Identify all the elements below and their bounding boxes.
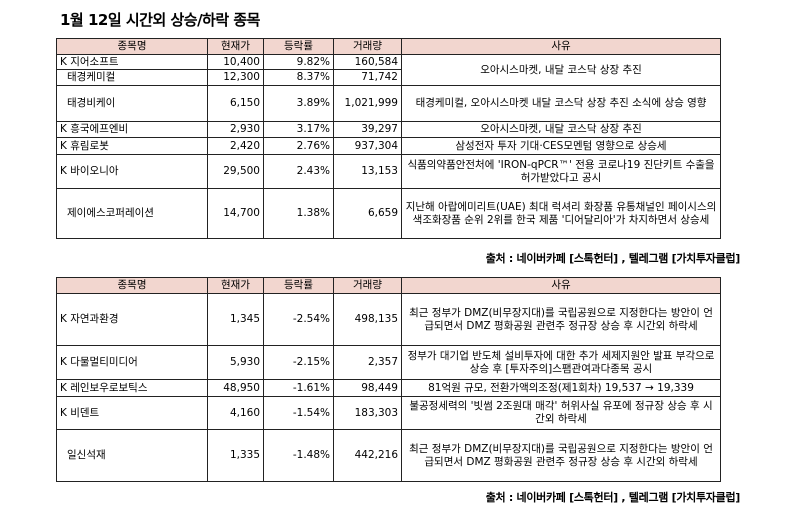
col-header-price: 현재가 [207, 38, 264, 55]
stock-name: 일신석재 [56, 429, 208, 482]
table-row: K 흥국에프엔비 2,930 3.17% 39,297 오아시스마켓, 내달 코… [56, 121, 721, 138]
stock-volume: 160,584 [333, 54, 402, 70]
col-header-name: 종목명 [56, 277, 208, 294]
col-header-volume: 거래량 [333, 277, 402, 294]
table-row: K 비덴트 4,160 -1.54% 183,303 불공정세력의 '빗썸 2조… [56, 396, 721, 430]
stock-reason: 정부가 대기업 반도체 설비투자에 대한 추가 세제지원안 발표 부각으로 상승… [401, 345, 721, 380]
stock-price: 1,345 [207, 293, 264, 346]
stock-name: K 바이오니아 [56, 154, 208, 189]
col-header-name: 종목명 [56, 38, 208, 55]
stock-name: K 지어소프트 [56, 54, 208, 70]
col-header-change: 등락률 [263, 38, 334, 55]
stock-price: 48,950 [207, 379, 264, 397]
stock-price: 29,500 [207, 154, 264, 189]
col-header-volume: 거래량 [333, 38, 402, 55]
stock-change: 1.38% [263, 188, 334, 239]
stock-change: -1.54% [263, 396, 334, 430]
stock-volume: 39,297 [333, 121, 402, 138]
stock-price: 6,150 [207, 85, 264, 122]
stock-volume: 6,659 [333, 188, 402, 239]
stock-change: 9.82% [263, 54, 334, 70]
table-row: K 다물멀티미디어 5,930 -2.15% 2,357 정부가 대기업 반도체… [56, 345, 721, 380]
col-header-reason: 사유 [401, 38, 721, 55]
stock-volume: 498,135 [333, 293, 402, 346]
stock-reason: 81억원 규모, 전환가액의조정(제1회차) 19,537 → 19,339 [401, 379, 721, 397]
col-header-reason: 사유 [401, 277, 721, 294]
stock-name: K 자연과환경 [56, 293, 208, 346]
stock-volume: 13,153 [333, 154, 402, 189]
stock-price: 12,300 [207, 69, 264, 86]
page-title: 1월 12일 시간외 상승/하락 종목 [60, 11, 260, 29]
stock-change: 2.76% [263, 137, 334, 155]
stock-volume: 2,357 [333, 345, 402, 380]
stock-volume: 183,303 [333, 396, 402, 430]
source-note: 출처 : 네이버카페 [스톡헌터] , 텔레그램 [가치투자클럽] [485, 252, 741, 265]
stock-reason: 오아시스마켓, 내달 코스닥 상장 추진 [401, 121, 721, 138]
stock-price: 14,700 [207, 188, 264, 239]
rising-stocks-table: 종목명 현재가 등락률 거래량 사유 K 지어소프트 10,400 9.82% … [56, 38, 721, 239]
source-note: 출처 : 네이버카페 [스톡헌터] , 텔레그램 [가치투자클럽] [485, 491, 741, 504]
stock-reason: 식품의약품안전처에 'IRON-qPCR™' 전용 코로나19 진단키트 수출을… [401, 154, 721, 189]
stock-price: 2,420 [207, 137, 264, 155]
table-row: K 레인보우로보틱스 48,950 -1.61% 98,449 81억원 규모,… [56, 379, 721, 397]
stock-name: 제이에스코퍼레이션 [56, 188, 208, 239]
falling-stocks-table: 종목명 현재가 등락률 거래량 사유 K 자연과환경 1,345 -2.54% … [56, 277, 721, 482]
stock-name: K 흥국에프엔비 [56, 121, 208, 138]
table-row: K 자연과환경 1,345 -2.54% 498,135 최근 정부가 DMZ(… [56, 293, 721, 346]
stock-volume: 442,216 [333, 429, 402, 482]
stock-price: 4,160 [207, 396, 264, 430]
stock-change: -2.15% [263, 345, 334, 380]
table-row: K 휴림로봇 2,420 2.76% 937,304 삼성전자 투자 기대·CE… [56, 137, 721, 155]
table-header-row: 종목명 현재가 등락률 거래량 사유 [56, 38, 721, 55]
stock-price: 1,335 [207, 429, 264, 482]
col-header-price: 현재가 [207, 277, 264, 294]
stock-name: K 비덴트 [56, 396, 208, 430]
table-header-row: 종목명 현재가 등락률 거래량 사유 [56, 277, 721, 294]
stock-name: 태경케미컬 [56, 69, 208, 86]
table-row: 태경비케이 6,150 3.89% 1,021,999 태경케미컬, 오아시스마… [56, 85, 721, 122]
table-row: 제이에스코퍼레이션 14,700 1.38% 6,659 지난해 아랍에미리트(… [56, 188, 721, 239]
stock-reason: 최근 정부가 DMZ(비무장지대)를 국립공원으로 지정한다는 방안이 언급되면… [401, 293, 721, 346]
stock-reason: 최근 정부가 DMZ(비무장지대)를 국립공원으로 지정한다는 방안이 언급되면… [401, 429, 721, 482]
stock-reason: 삼성전자 투자 기대·CES모멘텀 영향으로 상승세 [401, 137, 721, 155]
stock-change: 3.17% [263, 121, 334, 138]
stock-price: 2,930 [207, 121, 264, 138]
stock-change: -1.61% [263, 379, 334, 397]
stock-name: K 휴림로봇 [56, 137, 208, 155]
stock-change: -1.48% [263, 429, 334, 482]
stock-name: K 다물멀티미디어 [56, 345, 208, 380]
stock-change: 2.43% [263, 154, 334, 189]
stock-reason: 오아시스마켓, 내달 코스닥 상장 추진 [401, 54, 721, 86]
stock-volume: 937,304 [333, 137, 402, 155]
col-header-change: 등락률 [263, 277, 334, 294]
stock-volume: 71,742 [333, 69, 402, 86]
stock-price: 5,930 [207, 345, 264, 380]
table-row: 일신석재 1,335 -1.48% 442,216 최근 정부가 DMZ(비무장… [56, 429, 721, 482]
stock-price: 10,400 [207, 54, 264, 70]
stock-change: -2.54% [263, 293, 334, 346]
stock-reason: 지난해 아랍에미리트(UAE) 최대 럭셔리 화장품 유통채널인 페이시스의 색… [401, 188, 721, 239]
table-row: K 바이오니아 29,500 2.43% 13,153 식품의약품안전처에 'I… [56, 154, 721, 189]
stock-change: 3.89% [263, 85, 334, 122]
stock-name: 태경비케이 [56, 85, 208, 122]
stock-volume: 1,021,999 [333, 85, 402, 122]
stock-name: K 레인보우로보틱스 [56, 379, 208, 397]
stock-reason: 태경케미컬, 오아시스마켓 내달 코스닥 상장 추진 소식에 상승 영향 [401, 85, 721, 122]
stock-reason: 불공정세력의 '빗썸 2조원대 매각' 허위사실 유포에 정규장 상승 후 시간… [401, 396, 721, 430]
stock-volume: 98,449 [333, 379, 402, 397]
stock-change: 8.37% [263, 69, 334, 86]
table-row: K 지어소프트 10,400 9.82% 160,584 오아시스마켓, 내달 … [56, 54, 721, 86]
